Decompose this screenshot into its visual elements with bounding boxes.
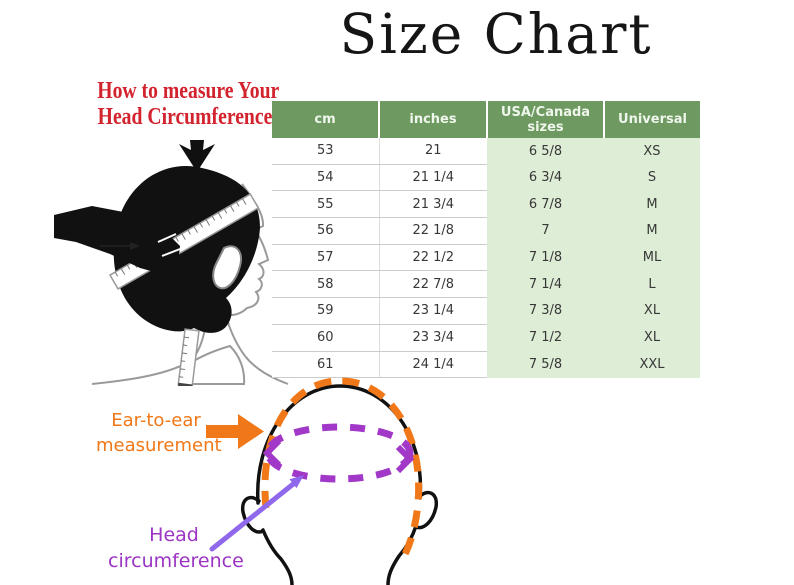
cell-cm: 60 <box>272 324 380 352</box>
cell-cm: 55 <box>272 190 380 219</box>
column-header-cm: cm <box>272 101 380 138</box>
cell-inches: 22 1/8 <box>379 217 487 245</box>
measure-instruction-line2: Head Circumference <box>97 104 273 130</box>
measuring-tape-hanging-end <box>177 328 200 386</box>
cell-cm: 59 <box>272 297 380 325</box>
ear-to-ear-dashed-arc <box>261 377 423 562</box>
size-table: cm inches USA/Canada sizes Universal 53 … <box>272 101 700 379</box>
finger-lines <box>157 233 181 257</box>
column-header-inches: inches <box>379 101 488 138</box>
cell-cm: 56 <box>272 217 380 245</box>
table-row: 54 21 1/4 6 3/4 S <box>272 164 700 192</box>
table-row: 58 22 7/8 7 1/4 L <box>272 270 700 299</box>
cell-usa: 6 7/8 <box>487 190 604 218</box>
head-circumference-label: Head circumference <box>108 522 244 574</box>
ear-to-ear-arrow-icon <box>206 414 264 449</box>
head-circumference-label-line2: circumference <box>108 550 244 572</box>
head-measuring-illustration <box>54 140 289 386</box>
cell-usa: 7 <box>487 217 604 245</box>
cell-usa: 7 1/4 <box>487 270 604 298</box>
cell-universal: XL <box>604 324 700 351</box>
measure-instruction-heading: How to measure Your Head Circumference <box>97 78 280 130</box>
head-front-outline <box>240 384 439 585</box>
head-circumference-label-line1: Head <box>149 524 199 546</box>
cell-inches: 22 1/2 <box>379 244 487 272</box>
circumference-chevron-arrows <box>262 438 415 474</box>
table-row: 57 22 1/2 7 1/8 ML <box>272 244 700 272</box>
arm-hand-silhouette <box>54 206 180 274</box>
measure-instruction-line1: How to measure Your <box>97 78 280 104</box>
cell-usa: 7 1/8 <box>487 244 604 271</box>
cell-usa: 7 1/2 <box>487 324 604 351</box>
cell-cm: 54 <box>272 164 380 192</box>
head-front-diagram <box>206 377 439 585</box>
table-row: 61 24 1/4 7 5/8 XXL <box>272 351 700 379</box>
ear-to-ear-label: Ear-to-ear measurement <box>96 408 222 458</box>
cell-universal: ML <box>604 244 700 271</box>
cell-inches: 23 3/4 <box>379 324 487 352</box>
column-header-usa-canada: USA/Canada sizes <box>487 101 605 138</box>
ear-outline <box>212 245 242 290</box>
cell-universal: M <box>604 190 700 218</box>
cell-universal: M <box>604 217 700 245</box>
table-row: 59 23 1/4 7 3/8 XL <box>272 297 700 325</box>
cell-inches: 24 1/4 <box>379 351 487 379</box>
cell-usa: 7 5/8 <box>487 351 604 378</box>
cell-cm: 53 <box>272 138 380 165</box>
table-row: 53 21 6 5/8 XS <box>272 138 700 165</box>
cell-inches: 21 <box>379 138 487 165</box>
circumference-arrow-icon <box>209 475 304 552</box>
column-header-universal: Universal <box>604 101 700 138</box>
page-title: Size Chart <box>339 2 653 66</box>
table-row: 56 22 1/8 7 M <box>272 217 700 245</box>
table-row: 60 23 3/4 7 1/2 XL <box>272 324 700 352</box>
circumference-dashed-ellipse <box>264 423 414 483</box>
cell-universal: XL <box>604 297 700 325</box>
cell-inches: 23 1/4 <box>379 297 487 325</box>
cell-cm: 58 <box>272 270 380 299</box>
cell-inches: 22 7/8 <box>379 270 487 299</box>
cell-universal: XXL <box>604 351 700 378</box>
cell-universal: XS <box>604 138 700 165</box>
cell-usa: 6 3/4 <box>487 164 604 191</box>
ear-to-ear-label-line1: Ear-to-ear <box>111 410 201 431</box>
cell-inches: 21 1/4 <box>379 164 487 192</box>
cell-inches: 21 3/4 <box>379 190 487 219</box>
ear-to-ear-label-line2: measurement <box>96 435 222 456</box>
down-arrow-icon <box>179 140 215 172</box>
cell-universal: S <box>604 164 700 191</box>
cell-universal: L <box>604 270 700 298</box>
tape-pointer-arrow-icon <box>100 242 140 250</box>
size-table-header-row: cm inches USA/Canada sizes Universal <box>272 101 700 138</box>
cell-cm: 57 <box>272 244 380 272</box>
cell-usa: 6 5/8 <box>487 138 604 165</box>
table-row: 55 21 3/4 6 7/8 M <box>272 190 700 219</box>
cell-cm: 61 <box>272 351 380 379</box>
cell-usa: 7 3/8 <box>487 297 604 325</box>
